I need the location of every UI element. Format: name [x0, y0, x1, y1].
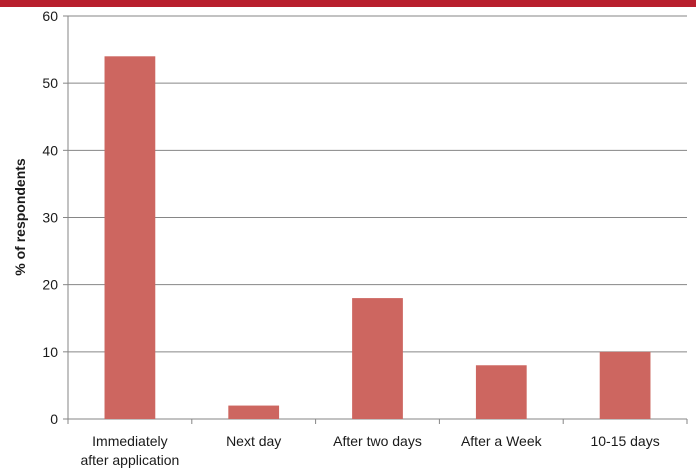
- y-tick-label: 50: [42, 75, 58, 91]
- x-axis: [67, 418, 688, 424]
- bar: [475, 365, 527, 419]
- x-tick-label: After two days: [333, 433, 422, 449]
- y-tick-labels: 0 10 20 30 40 50 60: [42, 8, 58, 427]
- x-tick-label: Immediately after application: [80, 433, 179, 468]
- y-tick-label: 0: [50, 411, 58, 427]
- bar: [352, 298, 403, 419]
- y-tick-label: 30: [42, 210, 58, 226]
- x-tick-label: After a Week: [461, 433, 543, 449]
- y-tick-label: 60: [42, 8, 58, 24]
- gridlines: [68, 15, 687, 353]
- bar: [104, 56, 156, 420]
- bar: [599, 351, 651, 419]
- top-accent-bar: [0, 0, 696, 7]
- y-axis: [63, 15, 69, 420]
- y-tick-label: 40: [42, 142, 58, 158]
- bar: [228, 405, 280, 419]
- x-tick-label: Next day: [226, 433, 281, 449]
- y-tick-label: 20: [42, 277, 58, 293]
- x-tick-label: 10-15 days: [590, 433, 659, 449]
- x-tick-labels: Immediately after application Next day Afte…: [80, 433, 659, 468]
- y-tick-label: 10: [42, 344, 58, 360]
- y-axis-title: % of respondents: [12, 158, 28, 276]
- bars: [104, 56, 651, 420]
